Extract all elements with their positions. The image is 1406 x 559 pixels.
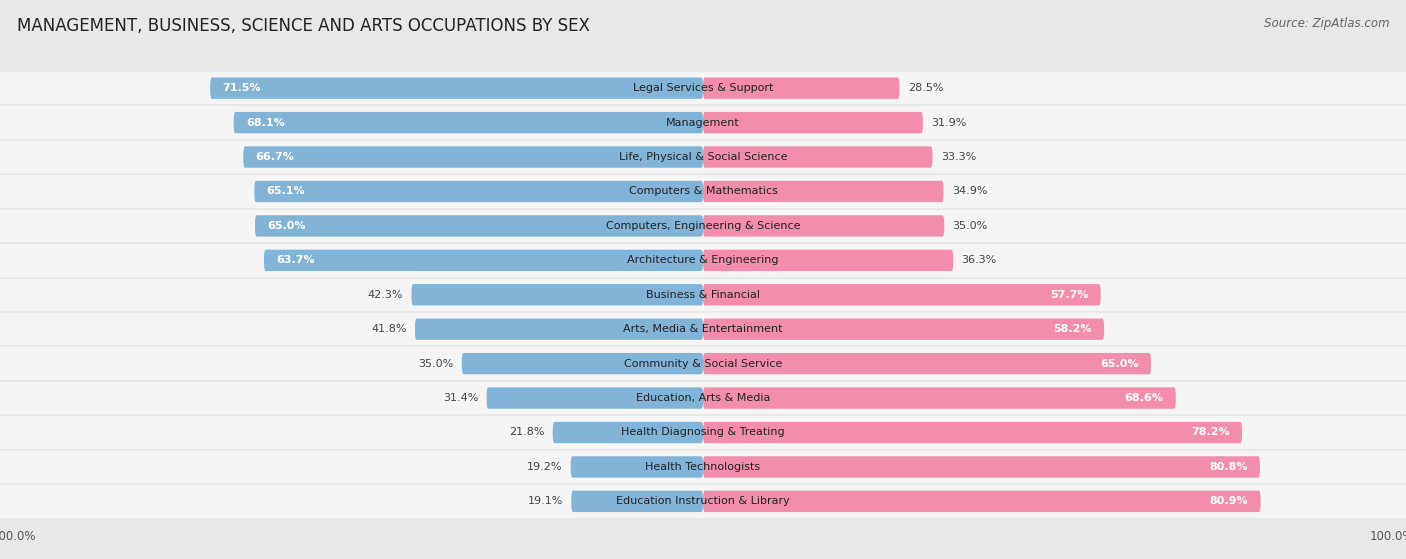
Bar [0,382,1406,414]
FancyBboxPatch shape [703,456,1260,477]
Text: 80.8%: 80.8% [1209,462,1247,472]
Text: 19.1%: 19.1% [527,496,562,506]
Text: Education, Arts & Media: Education, Arts & Media [636,393,770,403]
FancyBboxPatch shape [703,146,932,168]
Text: 34.9%: 34.9% [952,187,987,196]
FancyBboxPatch shape [571,491,703,512]
Bar [0,348,1406,380]
Bar [0,72,1406,105]
Bar [0,416,1406,449]
Text: 35.0%: 35.0% [952,221,988,231]
FancyBboxPatch shape [703,284,1101,305]
Bar [0,141,1406,173]
Text: Legal Services & Support: Legal Services & Support [633,83,773,93]
Text: 28.5%: 28.5% [908,83,943,93]
Text: 19.2%: 19.2% [527,462,562,472]
FancyBboxPatch shape [703,112,922,133]
Bar [0,210,1406,242]
Text: 71.5%: 71.5% [222,83,262,93]
FancyBboxPatch shape [553,422,703,443]
Text: 66.7%: 66.7% [256,152,295,162]
FancyBboxPatch shape [703,422,1241,443]
Bar [0,244,1406,277]
Text: 63.7%: 63.7% [277,255,315,266]
FancyBboxPatch shape [703,353,1152,375]
FancyBboxPatch shape [211,78,703,99]
Text: 80.9%: 80.9% [1209,496,1249,506]
FancyBboxPatch shape [703,387,1175,409]
Text: Arts, Media & Entertainment: Arts, Media & Entertainment [623,324,783,334]
FancyBboxPatch shape [703,181,943,202]
Text: 21.8%: 21.8% [509,428,544,438]
FancyBboxPatch shape [233,112,703,133]
Text: 31.4%: 31.4% [443,393,478,403]
FancyBboxPatch shape [412,284,703,305]
Text: Business & Financial: Business & Financial [645,290,761,300]
FancyBboxPatch shape [254,181,703,202]
Text: Architecture & Engineering: Architecture & Engineering [627,255,779,266]
Text: Health Diagnosing & Treating: Health Diagnosing & Treating [621,428,785,438]
Text: Management: Management [666,117,740,127]
Text: 42.3%: 42.3% [368,290,404,300]
Text: Health Technologists: Health Technologists [645,462,761,472]
Bar [0,176,1406,207]
FancyBboxPatch shape [254,215,703,236]
Text: Computers & Mathematics: Computers & Mathematics [628,187,778,196]
FancyBboxPatch shape [703,319,1104,340]
FancyBboxPatch shape [703,215,945,236]
FancyBboxPatch shape [571,456,703,477]
Text: Education Instruction & Library: Education Instruction & Library [616,496,790,506]
FancyBboxPatch shape [486,387,703,409]
Bar [0,485,1406,518]
Text: 36.3%: 36.3% [962,255,997,266]
Text: 65.0%: 65.0% [1099,359,1139,368]
FancyBboxPatch shape [703,250,953,271]
Bar [0,451,1406,483]
Text: 68.6%: 68.6% [1125,393,1163,403]
FancyBboxPatch shape [461,353,703,375]
Text: 33.3%: 33.3% [941,152,976,162]
Text: 35.0%: 35.0% [418,359,454,368]
Text: 68.1%: 68.1% [246,117,285,127]
FancyBboxPatch shape [415,319,703,340]
Text: 58.2%: 58.2% [1053,324,1091,334]
FancyBboxPatch shape [703,78,900,99]
FancyBboxPatch shape [703,491,1261,512]
Text: 78.2%: 78.2% [1191,428,1230,438]
FancyBboxPatch shape [264,250,703,271]
Text: 31.9%: 31.9% [931,117,966,127]
Text: 65.1%: 65.1% [267,187,305,196]
Bar [0,278,1406,311]
Text: Computers, Engineering & Science: Computers, Engineering & Science [606,221,800,231]
Text: 57.7%: 57.7% [1050,290,1088,300]
Text: Community & Social Service: Community & Social Service [624,359,782,368]
Text: Life, Physical & Social Science: Life, Physical & Social Science [619,152,787,162]
Text: MANAGEMENT, BUSINESS, SCIENCE AND ARTS OCCUPATIONS BY SEX: MANAGEMENT, BUSINESS, SCIENCE AND ARTS O… [17,17,589,35]
Text: 41.8%: 41.8% [371,324,406,334]
Text: Source: ZipAtlas.com: Source: ZipAtlas.com [1264,17,1389,30]
Bar [0,106,1406,139]
Text: 65.0%: 65.0% [267,221,307,231]
Bar [0,313,1406,345]
FancyBboxPatch shape [243,146,703,168]
